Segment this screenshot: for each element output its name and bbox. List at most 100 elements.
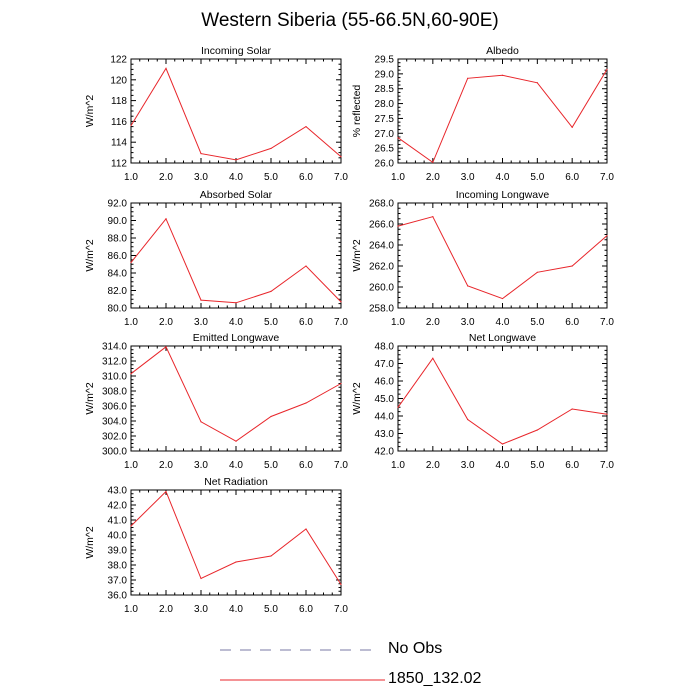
x-tick-label: 2.0 (159, 460, 173, 471)
data-point (165, 218, 167, 220)
x-tick-label: 6.0 (299, 604, 313, 615)
x-tick-label: 3.0 (194, 317, 208, 328)
series-line-net-longwave (397, 357, 608, 445)
x-tick-label: 3.0 (194, 460, 208, 471)
y-tick-label: 36.0 (108, 591, 128, 602)
y-tick-label: 302.0 (102, 432, 127, 443)
x-tick-label: 4.0 (229, 604, 243, 615)
y-tick-label: 38.0 (108, 561, 128, 572)
y-tick-label: 29.0 (375, 69, 395, 80)
x-tick-label: 2.0 (426, 172, 440, 183)
y-tick-label: 42.0 (108, 501, 128, 512)
y-axis-label: W/m^2 (84, 239, 96, 272)
x-tick-label: 2.0 (159, 172, 173, 183)
y-tick-label: 114 (111, 138, 127, 149)
y-tick-label: 90.0 (108, 216, 128, 227)
y-tick-label: 260.0 (369, 283, 394, 294)
x-tick-label: 2.0 (159, 604, 173, 615)
x-tick-label: 6.0 (299, 460, 313, 471)
data-point (571, 265, 573, 267)
x-tick-label: 3.0 (461, 460, 475, 471)
data-point (397, 137, 399, 139)
data-point (501, 443, 504, 445)
series-line-incoming-solar (130, 67, 342, 161)
data-point (340, 382, 342, 385)
x-tick-label: 7.0 (334, 172, 348, 183)
series-line-emitted-longwave (130, 346, 342, 442)
series-line-net-radiation (130, 490, 342, 585)
x-tick-label: 7.0 (334, 317, 348, 328)
data-point (501, 74, 504, 76)
panel-albedo: Albedo % reflected 26.0 26.5 27.0 27.5 28.0 28.… (351, 45, 614, 183)
plot-frame (397, 202, 608, 309)
data-point (270, 147, 272, 150)
panel-title: Albedo (486, 45, 519, 57)
x-tick-label: 7.0 (600, 317, 614, 328)
y-tick-label: 26.0 (375, 159, 395, 170)
y-tick-label: 262.0 (369, 262, 394, 273)
x-tick-label: 5.0 (264, 460, 278, 471)
y-tick-label: 312.0 (102, 357, 127, 368)
x-tick-label: 5.0 (530, 172, 544, 183)
x-tick-label: 4.0 (229, 460, 243, 471)
data-point (270, 290, 272, 292)
y-tick-label: 258.0 (369, 304, 394, 315)
x-tick-label: 7.0 (334, 460, 348, 471)
data-point (432, 216, 434, 218)
y-axis-label: W/m^2 (84, 526, 96, 559)
x-tick-label: 6.0 (565, 460, 579, 471)
y-tick-label: 37.0 (108, 576, 128, 587)
y-tick-label: 310.0 (102, 372, 127, 383)
y-tick-label: 26.5 (375, 144, 395, 155)
y-axis-label: W/m^2 (351, 239, 363, 272)
data-point (536, 82, 538, 84)
x-tick-label: 7.0 (600, 460, 614, 471)
x-tick-label: 4.0 (496, 317, 510, 328)
x-tick-label: 3.0 (461, 317, 475, 328)
data-point (536, 429, 538, 431)
data-point (270, 555, 272, 557)
plot-frame (397, 345, 608, 452)
panel-title: Absorbed Solar (200, 189, 273, 201)
y-tick-label: 29.5 (375, 55, 395, 66)
data-point (165, 346, 167, 348)
data-point (432, 161, 434, 164)
data-point (606, 68, 608, 70)
y-tick-label: 48.0 (375, 342, 395, 353)
x-tick-label: 5.0 (530, 317, 544, 328)
data-point (235, 561, 237, 563)
y-tick-label: 40.0 (108, 531, 128, 542)
panel-absorbed-solar: Absorbed Solar W/m^2 80.0 82.0 84.0 86.0 88.0 9… (84, 189, 348, 328)
data-point (305, 265, 307, 267)
y-tick-label: 116 (111, 117, 127, 128)
y-tick-label: 86.0 (108, 251, 128, 262)
data-point (305, 528, 307, 530)
y-tick-label: 45.0 (375, 394, 395, 405)
data-point (606, 234, 608, 237)
y-tick-label: 314.0 (102, 342, 127, 353)
panel-incoming-longwave: Incoming Longwave W/m^2 258.0 260.0 262.0 264… (351, 189, 614, 328)
data-point (501, 297, 504, 300)
legend-model-label: 1850_132.02 (388, 670, 482, 687)
panel-title: Net Radiation (204, 476, 268, 488)
series-line-absorbed-solar (130, 217, 342, 304)
x-tick-label: 3.0 (461, 172, 475, 183)
y-tick-label: 300.0 (102, 447, 127, 458)
x-tick-label: 7.0 (600, 172, 614, 183)
data-point (606, 413, 608, 415)
legend-no-obs-label: No Obs (388, 640, 443, 657)
y-tick-label: 88.0 (108, 234, 128, 245)
data-point (397, 406, 399, 408)
x-tick-label: 3.0 (194, 172, 208, 183)
data-point (130, 261, 132, 264)
y-tick-label: 304.0 (102, 417, 127, 428)
y-tick-label: 27.0 (375, 129, 395, 140)
y-tick-label: 112 (111, 159, 127, 170)
x-tick-label: 1.0 (124, 172, 138, 183)
data-point (305, 402, 307, 404)
plot-frame (130, 345, 342, 452)
x-tick-label: 4.0 (496, 172, 510, 183)
x-tick-label: 7.0 (334, 604, 348, 615)
panel-emitted-longwave: Emitted Longwave W/m^2 300.0 302.0 304.0 306.… (84, 332, 348, 471)
y-axis-label: W/m^2 (351, 382, 363, 415)
